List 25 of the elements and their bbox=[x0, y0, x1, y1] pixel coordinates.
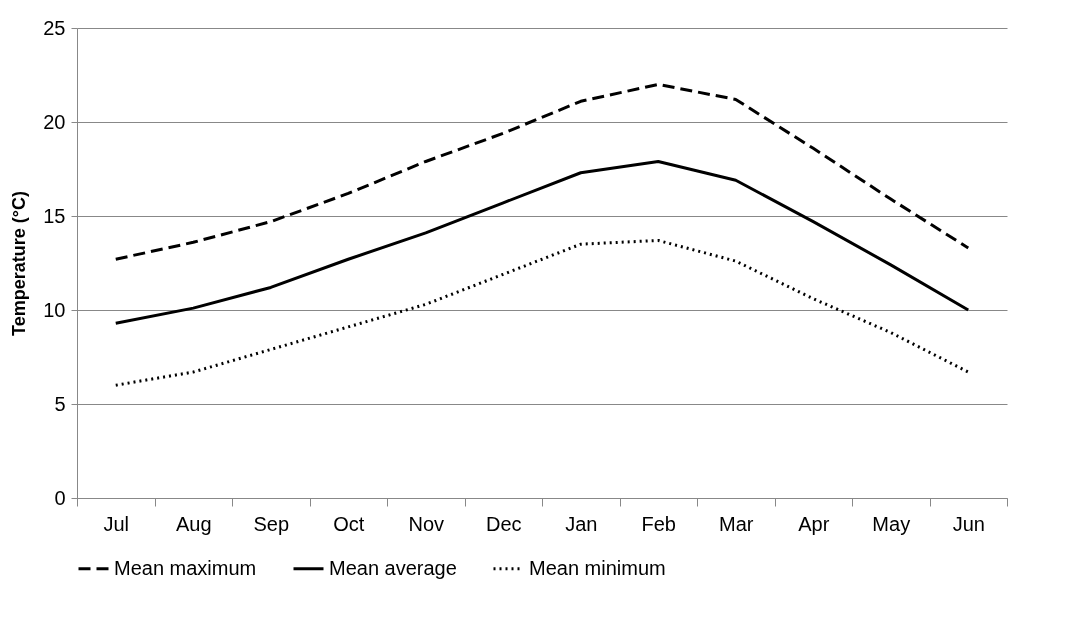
legend-label: Mean minimum bbox=[529, 556, 666, 579]
x-tick-label: Jan bbox=[565, 512, 598, 535]
y-axis-title: Temperature (°C) bbox=[9, 191, 30, 336]
line-series bbox=[114, 238, 970, 387]
y-tick-label: 15 bbox=[43, 204, 66, 227]
x-tick-label: Sep bbox=[253, 512, 290, 535]
y-tick-label: 0 bbox=[54, 486, 66, 509]
x-tick-label: Apr bbox=[798, 512, 830, 535]
x-tick-label: Jun bbox=[952, 512, 985, 535]
y-tick-label: 5 bbox=[54, 392, 66, 415]
y-tick-label: 10 bbox=[43, 298, 66, 321]
x-tick-label: Aug bbox=[175, 512, 212, 535]
legend-label: Mean maximum bbox=[114, 556, 257, 579]
x-tick-label: Dec bbox=[485, 512, 522, 535]
y-tick-label: 25 bbox=[43, 16, 66, 39]
y-tick-label: 20 bbox=[43, 110, 66, 133]
legend-label: Mean average bbox=[329, 556, 457, 579]
x-tick-label: Mar bbox=[719, 512, 754, 535]
x-tick-label: Oct bbox=[333, 512, 365, 535]
x-tick-label: Jul bbox=[103, 512, 130, 535]
line-series bbox=[114, 82, 970, 261]
x-tick-label: May bbox=[872, 512, 911, 535]
x-tick-label: Feb bbox=[641, 512, 676, 535]
x-tick-label: Nov bbox=[408, 512, 445, 535]
line-series bbox=[114, 159, 970, 325]
